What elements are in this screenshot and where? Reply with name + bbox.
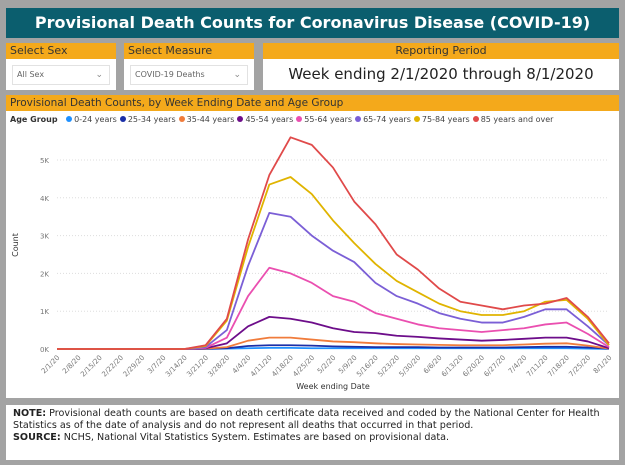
measure-filter-label: Select Measure (124, 43, 254, 59)
x-tick-label: 6/27/20 (483, 354, 508, 379)
x-tick-label: 4/25/20 (291, 354, 316, 379)
x-tick-label: 2/1/20 (40, 354, 62, 376)
y-tick-label: 1K (40, 308, 49, 316)
note-panel: NOTE: Provisional death counts are based… (6, 405, 619, 460)
x-tick-label: 2/29/20 (122, 354, 147, 379)
legend-marker (66, 116, 73, 122)
x-tick-label: 7/18/20 (546, 354, 571, 379)
note-label: NOTE: (13, 408, 47, 419)
legend-marker (296, 116, 303, 122)
legend-item[interactable]: 35-44 years (178, 115, 235, 124)
y-tick-label: 0K (40, 346, 49, 354)
legend-label: 25-34 years (127, 115, 176, 124)
y-tick-label: 3K (40, 233, 49, 241)
legend-item[interactable]: 0-24 years (66, 115, 117, 124)
x-tick-label: 5/2/20 (316, 354, 338, 376)
legend-marker (355, 116, 362, 122)
legend-label: 75-84 years (421, 115, 470, 124)
legend-marker (472, 116, 479, 122)
legend-label: 85 years and over (480, 115, 554, 124)
x-tick-label: 7/11/20 (525, 354, 550, 379)
y-tick-label: 4K (40, 195, 49, 203)
chart-panel: Provisional Death Counts, by Week Ending… (6, 95, 619, 398)
legend-marker (119, 116, 126, 122)
x-axis-label: Week ending Date (296, 382, 370, 391)
legend-item[interactable]: 75-84 years (413, 115, 470, 124)
note-text: Provisional death counts are based on de… (13, 408, 600, 431)
series-line-55-64-years (57, 266, 610, 350)
legend-marker (237, 116, 244, 122)
reporting-period: Reporting Period Week ending 2/1/2020 th… (263, 43, 619, 90)
x-tick-label: 3/21/20 (185, 354, 210, 379)
chevron-down-icon: ⌄ (233, 70, 241, 80)
legend-label: 0-24 years (74, 115, 117, 124)
legend-label: 55-64 years (304, 115, 353, 124)
y-axis-label: Count (11, 233, 20, 257)
measure-filter: Select Measure COVID-19 Deaths ⌄ (124, 43, 254, 90)
measure-dropdown[interactable]: COVID-19 Deaths ⌄ (130, 65, 248, 85)
x-tick-label: 7/25/20 (567, 354, 592, 379)
reporting-period-label: Reporting Period (263, 43, 619, 59)
reporting-period-value: Week ending 2/1/2020 through 8/1/2020 (288, 65, 594, 83)
y-tick-label: 5K (40, 157, 49, 165)
chevron-down-icon: ⌄ (95, 70, 103, 80)
legend: Age Group 0-24 years 25-34 years 35-44 yea… (10, 115, 556, 124)
source-text: NCHS, National Vital Statistics System. … (60, 432, 450, 443)
series-line-75-84-years (57, 176, 610, 350)
x-tick-label: 3/14/20 (164, 354, 189, 379)
x-tick-label: 5/23/20 (376, 354, 401, 379)
chart-panel-title: Provisional Death Counts, by Week Ending… (6, 95, 619, 111)
legend-item[interactable]: 25-34 years (119, 115, 176, 124)
x-tick-label: 2/15/20 (79, 354, 104, 379)
x-tick-label: 4/11/20 (249, 354, 274, 379)
x-tick-label: 5/30/20 (398, 354, 423, 379)
legend-label: 35-44 years (186, 115, 235, 124)
x-tick-label: 2/22/20 (100, 354, 125, 379)
x-tick-label: 3/28/20 (207, 354, 232, 379)
y-tick-label: 2K (40, 270, 49, 278)
legend-marker (178, 116, 185, 122)
legend-item[interactable]: 55-64 years (296, 115, 352, 124)
legend-label: 45-54 years (245, 115, 294, 124)
x-tick-label: 5/16/20 (355, 354, 380, 379)
sex-filter: Select Sex All Sex ⌄ (6, 43, 116, 90)
legend-title: Age Group (10, 115, 58, 124)
legend-item[interactable]: 45-54 years (237, 115, 293, 124)
x-tick-label: 6/13/20 (440, 354, 465, 379)
legend-marker (413, 116, 420, 122)
dashboard-title: Provisional Death Counts for Coronavirus… (6, 8, 619, 38)
sex-dropdown-value: All Sex (17, 70, 45, 79)
x-tick-label: 4/18/20 (270, 354, 295, 379)
x-tick-label: 6/20/20 (461, 354, 486, 379)
series-line-85-years-and-over (57, 136, 610, 350)
legend-item[interactable]: 85 years and over (472, 115, 554, 124)
measure-dropdown-value: COVID-19 Deaths (135, 70, 205, 79)
legend-label: 65-74 years (363, 115, 411, 124)
x-tick-label: 8/1/20 (592, 354, 614, 376)
sex-dropdown[interactable]: All Sex ⌄ (12, 65, 110, 85)
legend-item[interactable]: 65-74 years (355, 115, 411, 124)
source-label: SOURCE: (13, 432, 61, 443)
sex-filter-label: Select Sex (6, 43, 116, 59)
